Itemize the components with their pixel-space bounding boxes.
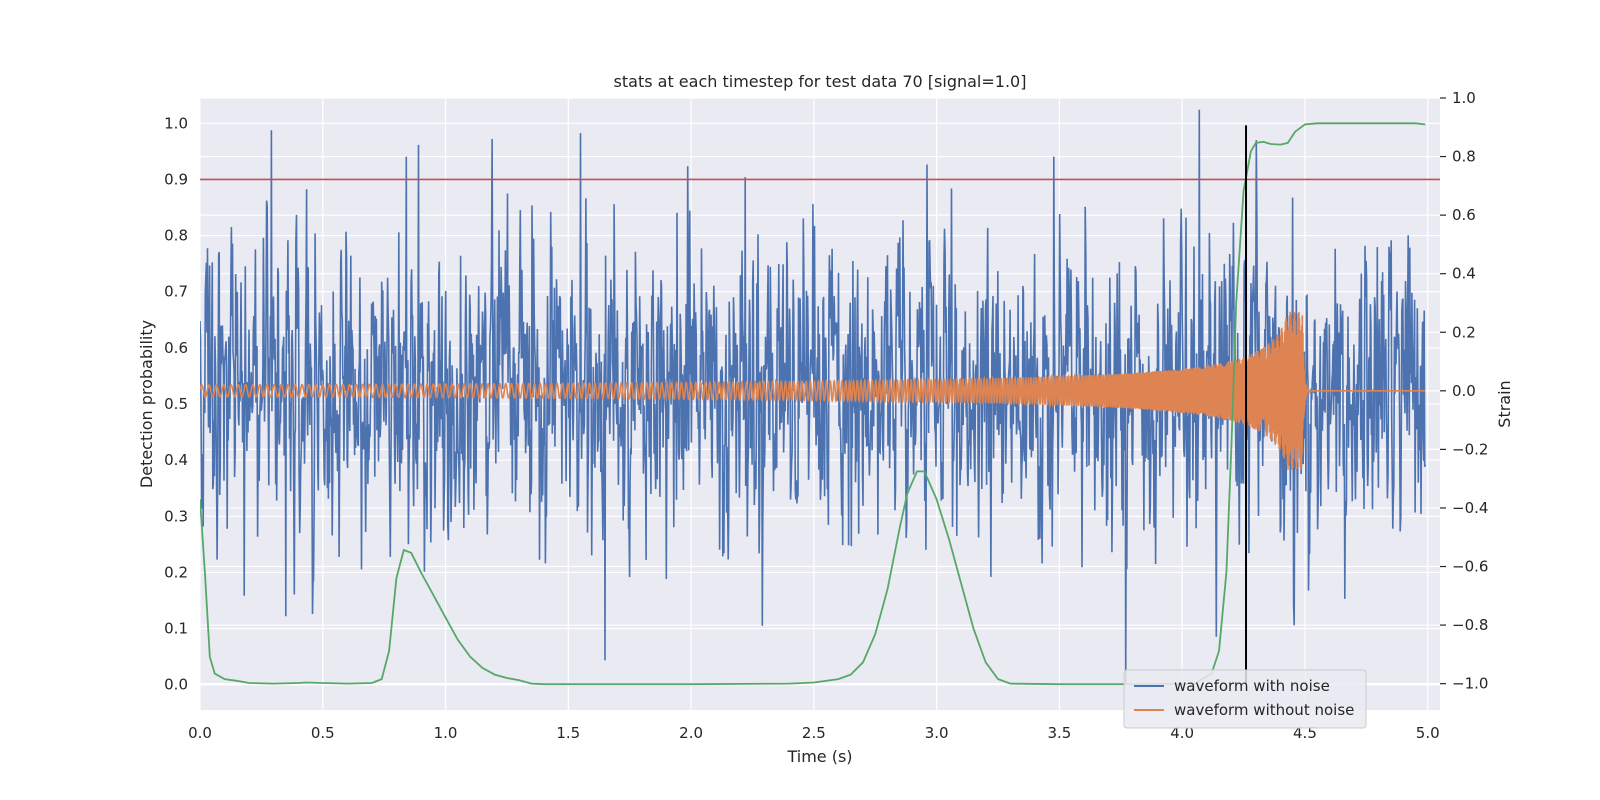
y-axis-left: 0.0 0.1 0.2 0.3 0.4 0.5 0.6 0.7 0.8 0.9 1.0 bbox=[164, 114, 188, 693]
x-tick-label-4: 2.0 bbox=[679, 724, 703, 742]
y-tick-right-label-5: 0.0 bbox=[1452, 382, 1476, 400]
y-axis-right-label: Strain bbox=[1495, 380, 1514, 427]
y-tick-left-label-10: 1.0 bbox=[164, 114, 188, 132]
y-tick-right-label-7: 0.4 bbox=[1452, 265, 1476, 283]
y-tick-left-label-9: 0.9 bbox=[164, 170, 188, 188]
y-tick-left-label-7: 0.7 bbox=[164, 283, 188, 301]
x-tick-label-0: 0.0 bbox=[188, 724, 212, 742]
y-tick-left-label-0: 0.0 bbox=[164, 676, 188, 694]
chart-title: stats at each timestep for test data 70 … bbox=[614, 72, 1027, 91]
y-tick-left-label-4: 0.4 bbox=[164, 451, 188, 469]
x-tick-label-1: 0.5 bbox=[311, 724, 335, 742]
y-tick-left-label-1: 0.1 bbox=[164, 620, 188, 638]
y-tick-right-label-8: 0.6 bbox=[1452, 206, 1476, 224]
legend-label-noisy: waveform with noise bbox=[1174, 677, 1330, 695]
y-tick-right-label-0: −1.0 bbox=[1452, 675, 1488, 693]
legend-box bbox=[1123, 669, 1367, 729]
y-tick-right-label-10: 1.0 bbox=[1452, 89, 1476, 107]
x-tick-label-6: 3.0 bbox=[925, 724, 949, 742]
plot-area bbox=[200, 109, 1440, 686]
y-tick-left-label-2: 0.2 bbox=[164, 563, 188, 581]
legend-label-clean: waveform without noise bbox=[1174, 701, 1354, 719]
x-axis-label: Time (s) bbox=[786, 747, 852, 766]
y-tick-left-label-5: 0.5 bbox=[164, 395, 188, 413]
y-tick-right-label-4: −0.2 bbox=[1452, 440, 1488, 458]
y-axis-right: −1.0 −0.8 −0.6 −0.4 −0.2 0.0 0.2 0.4 0.6 0.8 1.0 bbox=[1440, 89, 1488, 693]
series-waveform-without-noise bbox=[200, 311, 1426, 470]
x-axis: 0.0 0.5 1.0 1.5 2.0 2.5 3.0 3.5 4.0 4.5 5.0 bbox=[188, 724, 1440, 742]
x-tick-label-3: 1.5 bbox=[556, 724, 580, 742]
series-detection-probability bbox=[200, 122, 1426, 686]
y-tick-left-label-3: 0.3 bbox=[164, 507, 188, 525]
x-tick-label-10: 5.0 bbox=[1416, 724, 1440, 742]
legend: waveform with noise waveform without noi… bbox=[1123, 669, 1367, 729]
x-tick-label-2: 1.0 bbox=[434, 724, 458, 742]
x-tick-label-7: 3.5 bbox=[1047, 724, 1071, 742]
y-tick-left-label-8: 0.8 bbox=[164, 227, 188, 245]
y-tick-left-label-6: 0.6 bbox=[164, 339, 188, 357]
y-tick-right-label-6: 0.2 bbox=[1452, 323, 1476, 341]
x-tick-label-5: 2.5 bbox=[802, 724, 826, 742]
y-tick-right-label-1: −0.8 bbox=[1452, 616, 1488, 634]
y-tick-right-label-9: 0.8 bbox=[1452, 148, 1476, 166]
y-axis-left-label: Detection probability bbox=[137, 320, 156, 488]
y-tick-right-label-3: −0.4 bbox=[1452, 499, 1488, 517]
y-tick-right-label-2: −0.6 bbox=[1452, 558, 1488, 576]
